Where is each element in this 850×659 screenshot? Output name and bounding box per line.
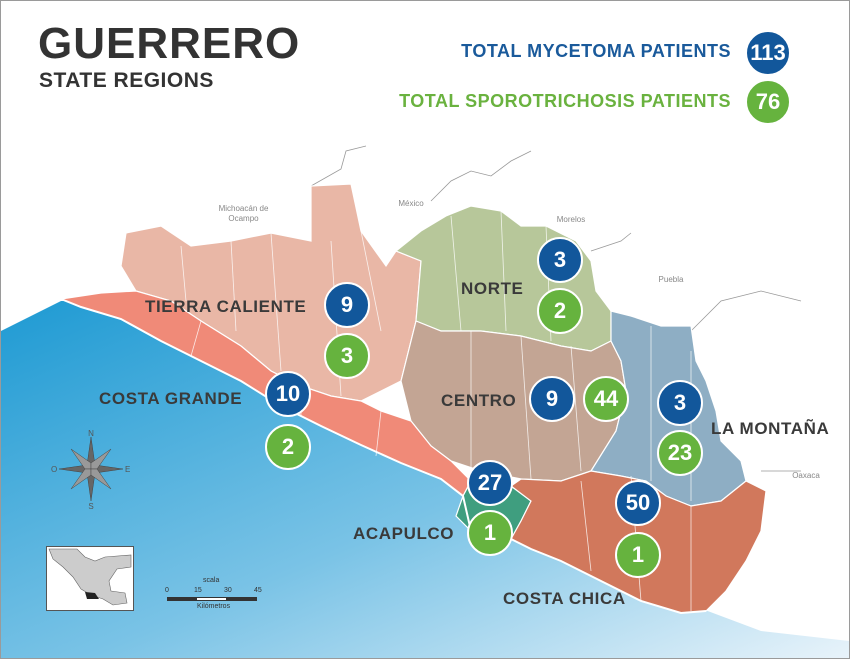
- tierra-caliente-sporotrichosis-badge: 3: [324, 333, 370, 379]
- costa-chica-sporotrichosis-badge: 1: [615, 532, 661, 578]
- region-label-acapulco: ACAPULCO: [353, 524, 455, 543]
- total-mycetoma-badge: 113: [745, 30, 791, 76]
- norte-sporotrichosis-badge: 2: [537, 288, 583, 334]
- costa-grande-mycetoma-badge: 10: [265, 371, 311, 417]
- costa-grande-sporotrichosis-badge: 2: [265, 424, 311, 470]
- acapulco-sporotrichosis-badge: 1: [467, 510, 513, 556]
- pacific-ocean: [1, 301, 849, 658]
- total-sporotrichosis-badge: 76: [745, 79, 791, 125]
- norte-mycetoma-badge: 3: [537, 237, 583, 283]
- region-label-costa-grande: COSTA GRANDE: [99, 389, 243, 408]
- state-label-puebla: Puebla: [658, 275, 684, 284]
- region-label-costa-chica: COSTA CHICA: [503, 589, 626, 608]
- coastline: [60, 298, 707, 615]
- acapulco-mycetoma-badge: 27: [467, 460, 513, 506]
- region-label-tierra-caliente: TIERRA CALIENTE: [145, 297, 307, 316]
- mexico-locator-map: [48, 548, 132, 606]
- scale-tick: 15: [194, 587, 202, 594]
- page-subtitle: STATE REGIONS: [39, 69, 214, 92]
- scale-tick: 45: [254, 587, 262, 594]
- compass-o: O: [51, 465, 57, 474]
- region-label-la-montana: LA MONTAÑA: [711, 419, 830, 438]
- scale-tick: 30: [224, 587, 232, 594]
- scale-unit: Kilómetros: [197, 603, 231, 610]
- compass-e: E: [125, 465, 130, 474]
- region-label-centro: CENTRO: [441, 391, 517, 410]
- state-label-morelos: Morelos: [556, 215, 586, 224]
- compass-s: S: [88, 502, 93, 509]
- state-label-mexico: México: [398, 199, 424, 208]
- total-sporotrichosis-label: TOTAL SPOROTRICHOSIS PATIENTS: [399, 91, 731, 111]
- scale-label: scala: [203, 577, 220, 584]
- la-montana-sporotrichosis-badge: 23: [657, 430, 703, 476]
- state-label-michoacan: Michoacán de Ocampo: [218, 204, 269, 223]
- state-label-oaxaca: Oaxaca: [792, 471, 820, 480]
- scale-ticks: 0 15 30 45: [165, 587, 262, 595]
- scale-tick: 0: [165, 587, 169, 594]
- costa-chica-mycetoma-badge: 50: [615, 480, 661, 526]
- tierra-caliente-mycetoma-badge: 9: [324, 282, 370, 328]
- region-label-norte: NORTE: [461, 279, 524, 298]
- scale-bar: scala 0 15 30 45 Kilómetros: [161, 577, 271, 617]
- scale-bar-graphic: [167, 597, 257, 601]
- centro-mycetoma-badge: 9: [529, 376, 575, 422]
- neighbor-borders: [310, 145, 802, 472]
- compass-n: N: [88, 429, 94, 438]
- total-mycetoma-label: TOTAL MYCETOMA PATIENTS: [461, 41, 731, 61]
- compass-rose-icon: N S E O: [51, 429, 130, 509]
- mexico-locator-inset: [46, 546, 134, 611]
- page-title: GUERRERO: [38, 19, 301, 68]
- centro-sporotrichosis-badge: 44: [583, 376, 629, 422]
- la-montana-mycetoma-badge: 3: [657, 380, 703, 426]
